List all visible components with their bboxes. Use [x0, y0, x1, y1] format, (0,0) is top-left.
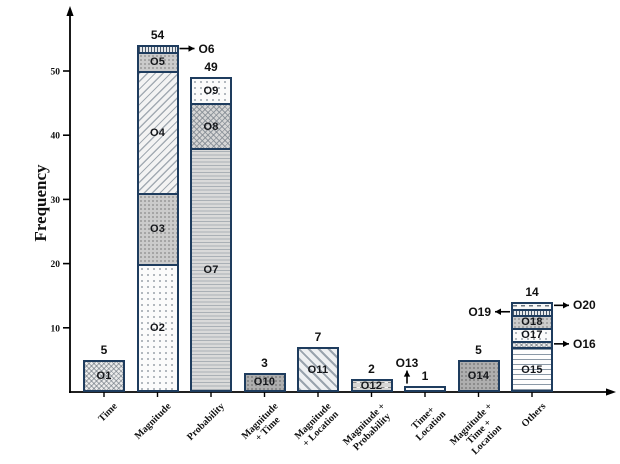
count-label-magnitude: 54 — [150, 28, 165, 43]
segment-O2: O2 — [136, 263, 179, 392]
annotation-label-O20: O20 — [573, 298, 596, 313]
y-tick-label-30: 30 — [51, 196, 61, 206]
segment-O19 — [511, 308, 553, 315]
segment-label-O9: O9 — [203, 85, 219, 98]
segment-O12: O12 — [350, 379, 393, 392]
count-label-magnitude-time: 3 — [261, 355, 268, 370]
segment-label-O15: O15 — [521, 363, 543, 376]
segment-O16 — [511, 340, 553, 348]
segment-label-O12: O12 — [360, 379, 383, 392]
count-label-magnitude-location: 7 — [314, 330, 322, 345]
segment-O4: O4 — [136, 71, 179, 193]
y-tick-label-50: 50 — [51, 68, 61, 78]
segment-label-O4: O4 — [149, 126, 166, 139]
y-axis-arrow-icon — [66, 6, 74, 16]
segment-O11: O11 — [297, 347, 339, 392]
segment-O3: O3 — [136, 192, 179, 264]
y-tick-label-20: 20 — [51, 260, 61, 270]
annotation-label-O6: O6 — [198, 41, 215, 56]
annotation-label-O13: O13 — [395, 355, 419, 370]
segment-O14: O14 — [457, 359, 500, 392]
count-label-magnitude-probability: 2 — [368, 362, 375, 377]
segment-label-O8: O8 — [203, 120, 219, 133]
count-label-magnitude-time-location: 5 — [475, 342, 482, 357]
segment-label-O18: O18 — [521, 316, 543, 329]
annotation-arrow-O19-head-icon — [495, 308, 501, 315]
segment-label-O10: O10 — [253, 376, 276, 389]
segment-O5: O5 — [136, 51, 179, 71]
segment-O7: O7 — [190, 148, 232, 392]
segment-label-O7: O7 — [203, 264, 219, 276]
segment-label-O14: O14 — [467, 369, 490, 382]
segment-O8: O8 — [190, 103, 232, 149]
segment-label-O1: O1 — [96, 369, 112, 382]
segment-O10: O10 — [243, 372, 286, 392]
segment-O6 — [136, 45, 179, 52]
segment-O15: O15 — [511, 347, 553, 392]
segment-label-O2: O2 — [149, 321, 166, 334]
count-label-time-location: 1 — [421, 368, 429, 383]
y-tick-label-40: 40 — [51, 132, 61, 142]
annotation-label-O19: O19 — [468, 304, 491, 319]
segment-label-O3: O3 — [149, 223, 166, 236]
segment-label-O11: O11 — [307, 363, 329, 376]
segment-O18: O18 — [511, 314, 553, 329]
annotation-arrow-O20-head-icon — [563, 302, 569, 309]
y-tick-label-10: 10 — [51, 324, 61, 334]
annotation-arrow-O6-head-icon — [188, 45, 195, 52]
segment-O1: O1 — [83, 359, 125, 392]
annotation-arrow-O16-head-icon — [563, 340, 569, 348]
segment-O13 — [404, 385, 446, 392]
count-label-time: 5 — [100, 342, 108, 357]
annotation-arrow-O13-head-icon — [403, 370, 411, 377]
segment-O17: O17 — [511, 327, 553, 342]
segment-O9: O9 — [190, 77, 232, 104]
segment-O20 — [511, 302, 553, 309]
annotation-label-O16: O16 — [573, 336, 596, 351]
count-label-probability: 49 — [204, 60, 218, 75]
segment-label-O5: O5 — [149, 56, 166, 69]
x-axis-arrow-icon — [606, 388, 616, 396]
count-label-others: 14 — [525, 285, 539, 300]
segment-label-O17: O17 — [521, 329, 543, 342]
y-axis-title: Frequency — [31, 164, 50, 242]
